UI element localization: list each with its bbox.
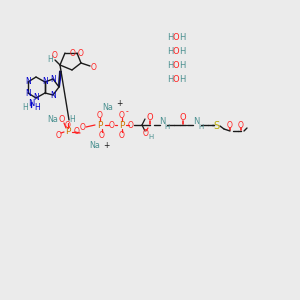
Text: O: O (147, 113, 153, 122)
Text: O: O (80, 122, 86, 131)
Text: O: O (173, 46, 179, 56)
Text: O: O (109, 121, 115, 130)
Text: O: O (227, 121, 233, 130)
Text: H: H (167, 61, 173, 70)
Text: O: O (99, 130, 105, 140)
Text: H: H (198, 124, 204, 130)
Text: N: N (25, 77, 31, 86)
Text: O: O (238, 121, 244, 130)
Text: H: H (34, 103, 40, 112)
Text: H: H (167, 74, 173, 83)
Text: O: O (74, 128, 80, 136)
Text: H: H (179, 74, 185, 83)
Text: N: N (28, 100, 34, 109)
Text: O: O (128, 121, 134, 130)
Text: H: H (47, 55, 53, 64)
Text: P: P (97, 121, 103, 130)
Text: N: N (50, 91, 56, 100)
Text: +: + (103, 140, 109, 149)
Text: Na: Na (48, 116, 58, 124)
Text: H: H (167, 32, 173, 41)
Text: N: N (42, 77, 48, 86)
Text: N: N (50, 74, 56, 83)
Text: N: N (193, 118, 199, 127)
Text: O: O (173, 61, 179, 70)
Text: Na: Na (103, 103, 113, 112)
Text: O: O (119, 110, 125, 119)
Text: +: + (116, 98, 122, 107)
Text: O: O (70, 50, 76, 58)
Text: H: H (22, 103, 28, 112)
Text: -: - (126, 107, 128, 116)
Text: O: O (78, 49, 84, 58)
Text: H: H (167, 46, 173, 56)
Text: O: O (119, 130, 125, 140)
Text: P: P (65, 128, 71, 136)
Text: H: H (179, 61, 185, 70)
Text: O: O (180, 113, 186, 122)
Polygon shape (58, 71, 62, 87)
Text: O: O (97, 110, 103, 119)
Text: H: H (148, 134, 154, 140)
Text: H: H (179, 32, 185, 41)
Text: O: O (59, 116, 65, 124)
Text: O: O (173, 32, 179, 41)
Text: N: N (159, 118, 165, 127)
Text: N: N (33, 94, 39, 103)
Text: P: P (119, 121, 125, 130)
Text: O: O (65, 122, 71, 130)
Text: H: H (164, 124, 169, 130)
Text: H: H (69, 116, 75, 124)
Text: O: O (91, 64, 97, 73)
Text: H: H (179, 46, 185, 56)
Text: O: O (143, 128, 149, 137)
Text: Na: Na (90, 140, 101, 149)
Text: O: O (173, 74, 179, 83)
Text: O: O (56, 130, 62, 140)
Text: O: O (52, 52, 58, 61)
Text: S: S (213, 121, 219, 131)
Text: N: N (25, 88, 31, 98)
